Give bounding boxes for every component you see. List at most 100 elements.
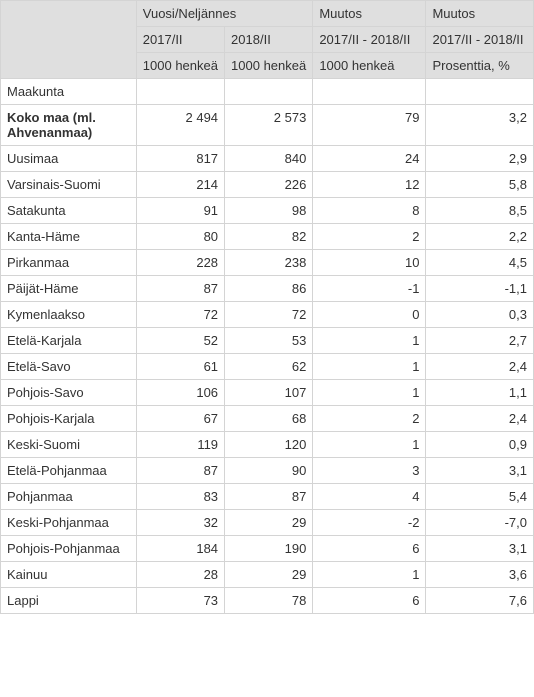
header-unit-1: 1000 henkeä xyxy=(136,53,224,79)
header-unit-3: 1000 henkeä xyxy=(313,53,426,79)
cell-value: 72 xyxy=(225,302,313,328)
cell-value: 2 573 xyxy=(225,105,313,146)
row-label: Keski-Pohjanmaa xyxy=(1,510,137,536)
cell-value: 3,1 xyxy=(426,458,534,484)
cell-value: 12 xyxy=(313,172,426,198)
row-label: Pohjois-Karjala xyxy=(1,406,137,432)
cell-value: 67 xyxy=(136,406,224,432)
cell-value: 119 xyxy=(136,432,224,458)
cell-value: 28 xyxy=(136,562,224,588)
cell-value: 52 xyxy=(136,328,224,354)
cell-value: 87 xyxy=(136,458,224,484)
header-change-pct-period: 2017/II - 2018/II xyxy=(426,27,534,53)
section-cell xyxy=(313,79,426,105)
cell-value: 120 xyxy=(225,432,313,458)
row-label: Pohjois-Pohjanmaa xyxy=(1,536,137,562)
section-label: Maakunta xyxy=(1,79,137,105)
table-row: Keski-Pohjanmaa3229-2-7,0 xyxy=(1,510,534,536)
cell-value: -7,0 xyxy=(426,510,534,536)
cell-value: 1 xyxy=(313,380,426,406)
row-label: Pohjanmaa xyxy=(1,484,137,510)
cell-value: 1 xyxy=(313,562,426,588)
table-row: Satakunta919888,5 xyxy=(1,198,534,224)
table-row: Päijät-Häme8786-1-1,1 xyxy=(1,276,534,302)
table-row: Pohjois-Karjala676822,4 xyxy=(1,406,534,432)
row-label: Etelä-Pohjanmaa xyxy=(1,458,137,484)
section-row: Maakunta xyxy=(1,79,534,105)
cell-value: 2,7 xyxy=(426,328,534,354)
cell-value: 2,4 xyxy=(426,406,534,432)
table-body: Maakunta Koko maa (ml. Ahvenanmaa)2 4942… xyxy=(1,79,534,614)
cell-value: 78 xyxy=(225,588,313,614)
table-row: Pohjanmaa838745,4 xyxy=(1,484,534,510)
cell-value: 2,2 xyxy=(426,224,534,250)
cell-value: 238 xyxy=(225,250,313,276)
cell-value: 1 xyxy=(313,354,426,380)
table-row: Lappi737867,6 xyxy=(1,588,534,614)
table-row: Kymenlaakso727200,3 xyxy=(1,302,534,328)
cell-value: 7,6 xyxy=(426,588,534,614)
cell-value: 87 xyxy=(136,276,224,302)
row-label: Kanta-Häme xyxy=(1,224,137,250)
table-row: Uusimaa817840242,9 xyxy=(1,146,534,172)
data-table-container: Vuosi/Neljännes Muutos Muutos 2017/II 20… xyxy=(0,0,534,614)
cell-value: 87 xyxy=(225,484,313,510)
cell-value: 0,3 xyxy=(426,302,534,328)
row-label: Etelä-Savo xyxy=(1,354,137,380)
cell-value: 3,6 xyxy=(426,562,534,588)
cell-value: 10 xyxy=(313,250,426,276)
cell-value: 0 xyxy=(313,302,426,328)
table-row: Kainuu282913,6 xyxy=(1,562,534,588)
cell-value: 86 xyxy=(225,276,313,302)
cell-value: 82 xyxy=(225,224,313,250)
cell-value: 90 xyxy=(225,458,313,484)
cell-value: 1,1 xyxy=(426,380,534,406)
row-label: Koko maa (ml. Ahvenanmaa) xyxy=(1,105,137,146)
cell-value: 6 xyxy=(313,536,426,562)
cell-value: 29 xyxy=(225,562,313,588)
row-label: Lappi xyxy=(1,588,137,614)
cell-value: 32 xyxy=(136,510,224,536)
row-label: Varsinais-Suomi xyxy=(1,172,137,198)
row-label: Pohjois-Savo xyxy=(1,380,137,406)
cell-value: 5,8 xyxy=(426,172,534,198)
header-blank xyxy=(1,1,137,79)
header-2017: 2017/II xyxy=(136,27,224,53)
section-cell xyxy=(136,79,224,105)
cell-value: -1 xyxy=(313,276,426,302)
cell-value: 53 xyxy=(225,328,313,354)
header-unit-2: 1000 henkeä xyxy=(225,53,313,79)
table-row: Keski-Suomi11912010,9 xyxy=(1,432,534,458)
cell-value: 8 xyxy=(313,198,426,224)
cell-value: 98 xyxy=(225,198,313,224)
table-row: Varsinais-Suomi214226125,8 xyxy=(1,172,534,198)
cell-value: 73 xyxy=(136,588,224,614)
cell-value: 0,9 xyxy=(426,432,534,458)
cell-value: 3,1 xyxy=(426,536,534,562)
table-row: Kanta-Häme808222,2 xyxy=(1,224,534,250)
table-row: Pohjois-Savo10610711,1 xyxy=(1,380,534,406)
cell-value: 5,4 xyxy=(426,484,534,510)
table-row: Etelä-Savo616212,4 xyxy=(1,354,534,380)
cell-value: 29 xyxy=(225,510,313,536)
cell-value: -1,1 xyxy=(426,276,534,302)
section-cell xyxy=(225,79,313,105)
cell-value: 2 xyxy=(313,224,426,250)
table-row: Pirkanmaa228238104,5 xyxy=(1,250,534,276)
cell-value: 61 xyxy=(136,354,224,380)
cell-value: 1 xyxy=(313,432,426,458)
cell-value: 8,5 xyxy=(426,198,534,224)
cell-value: 79 xyxy=(313,105,426,146)
cell-value: 72 xyxy=(136,302,224,328)
header-change-abs-period: 2017/II - 2018/II xyxy=(313,27,426,53)
header-period: Vuosi/Neljännes xyxy=(136,1,313,27)
cell-value: 1 xyxy=(313,328,426,354)
cell-value: 184 xyxy=(136,536,224,562)
cell-value: 226 xyxy=(225,172,313,198)
table-header: Vuosi/Neljännes Muutos Muutos 2017/II 20… xyxy=(1,1,534,79)
cell-value: 4,5 xyxy=(426,250,534,276)
row-label: Uusimaa xyxy=(1,146,137,172)
cell-value: 3 xyxy=(313,458,426,484)
table-row: Koko maa (ml. Ahvenanmaa)2 4942 573793,2 xyxy=(1,105,534,146)
header-change-abs: Muutos xyxy=(313,1,426,27)
